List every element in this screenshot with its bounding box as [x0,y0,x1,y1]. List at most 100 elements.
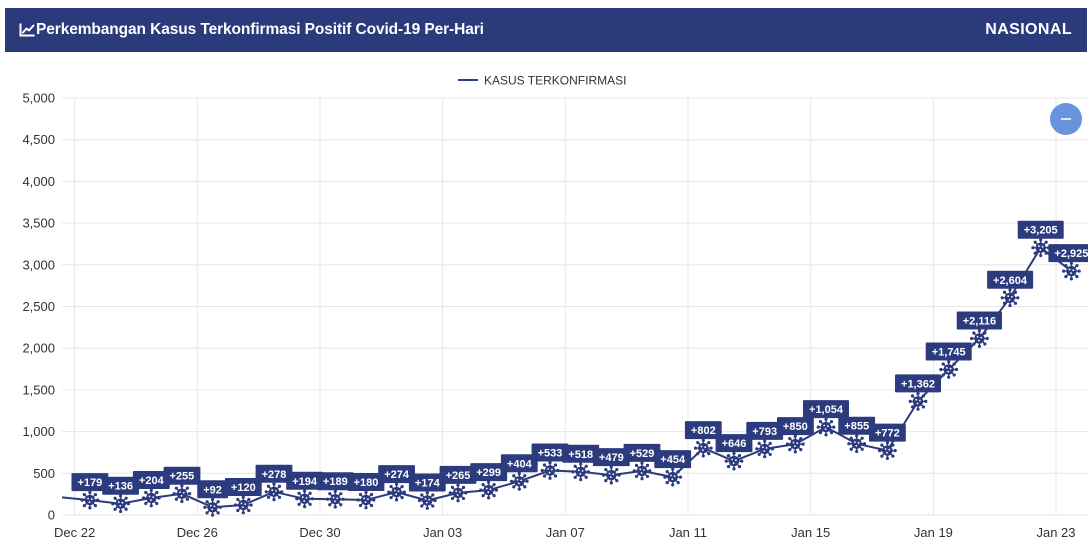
data-label: +274 [378,465,415,484]
data-label-text: +518 [568,449,593,461]
virus-icon [264,482,284,502]
virus-icon [1062,261,1081,281]
y-tick-label: 0 [48,508,55,523]
data-label-box [623,443,661,462]
virus-icon [417,491,437,510]
virus-icon [847,434,867,454]
data-label-text: +189 [323,476,348,488]
virus-icon [785,434,805,454]
data-label-text: +793 [752,426,777,438]
virus-icon [755,439,775,459]
data-label: +2,604 [987,270,1034,289]
data-label-box [803,400,849,419]
virus-icon [203,497,222,517]
data-label-box [132,471,170,489]
data-label-text: +120 [231,482,256,494]
data-label-text: +1,054 [809,404,844,416]
data-label: +404 [500,454,538,473]
data-label-box [987,270,1034,289]
data-label-text: +92 [203,484,222,496]
data-label-text: +1,745 [932,347,966,359]
data-label-box [592,448,630,467]
data-label-box [531,443,569,462]
series-kasus-terkonfirmasi: +179 +136 +204 +255 +92 +120 +278 +194 +189 +180 +… [62,220,1088,517]
data-label-box [715,434,753,453]
x-tick-label: Jan 03 [423,525,462,540]
data-label-box [347,473,385,491]
data-label-text: +265 [446,470,471,482]
data-label: +1,362 [895,374,941,393]
virus-icon [479,480,498,500]
virus-icon [509,471,529,491]
virus-icon [141,488,161,508]
data-label-text: +179 [78,477,103,489]
x-tick-label: Jan 07 [546,525,585,540]
data-label-text: +2,116 [963,316,996,328]
data-labels: +179 +136 +204 +255 +92 +120 +278 +194 +189 +180 +… [71,220,1088,499]
virus-icon [325,489,345,509]
virus-icon [1000,288,1020,308]
data-label: +194 [286,471,323,490]
data-label-box [895,374,941,393]
y-tick-label: 5,000 [22,91,55,106]
data-label: +855 [838,416,876,435]
y-tick-label: 500 [33,466,55,481]
data-label-box [777,417,814,436]
data-label-box [684,421,722,440]
data-label-text: +1,362 [901,378,935,390]
y-tick-label: 4,500 [22,132,55,147]
y-tick-label: 1,000 [22,424,55,439]
virus-icon [387,482,406,502]
virus-icon [693,438,713,458]
data-label-text: +3,205 [1024,225,1058,237]
x-tick-label: Dec 22 [54,525,95,540]
data-label: +265 [439,465,477,484]
data-label-box [439,465,477,484]
virus-icon [448,483,468,503]
data-label: +189 [316,472,354,491]
y-tick-label: 3,000 [22,257,55,272]
data-label: +299 [470,463,508,482]
data-label: +850 [777,417,814,436]
virus-icon [908,392,928,411]
data-label-box [746,421,784,440]
data-label: +772 [869,423,906,442]
x-tick-label: Jan 23 [1036,525,1075,540]
page-title: Perkembangan Kasus Terkonfirmasi Positif… [36,21,484,38]
data-label: +204 [132,471,170,489]
legend-item[interactable]: KASUS TERKONFIRMASI [458,74,626,88]
data-label-box [838,416,876,435]
y-tick-label: 2,500 [22,299,55,314]
virus-icon [878,441,897,460]
zoom-out-button[interactable] [1050,103,1082,135]
grid [62,97,1088,516]
data-label-text: +529 [630,448,655,460]
data-label-text: +174 [415,478,441,490]
data-label-text: +299 [476,467,501,479]
data-label-box [869,423,906,442]
data-label: +174 [408,473,446,492]
y-tick-label: 1,500 [22,382,55,397]
data-label-box [255,464,293,483]
data-label-text: +533 [538,448,563,460]
virus-icon [295,489,314,509]
data-label: +793 [746,421,784,440]
data-label: +518 [562,444,600,463]
virus-icon [816,417,836,437]
data-label-text: +2,925 [1054,248,1088,260]
data-label-text: +479 [599,452,624,464]
data-label-box [102,476,139,495]
data-label: +529 [623,443,661,462]
data-label: +646 [715,434,753,453]
data-label-box [224,478,262,496]
x-tick-label: Jan 15 [791,525,830,540]
data-label-text: +136 [108,481,133,493]
data-label-text: +802 [691,425,716,437]
data-label-box [925,342,972,361]
data-label: +278 [255,464,293,483]
data-label-box [654,450,692,469]
data-label-text: +855 [844,421,869,433]
data-label-text: +194 [292,476,318,488]
y-tick-label: 4,000 [22,174,55,189]
